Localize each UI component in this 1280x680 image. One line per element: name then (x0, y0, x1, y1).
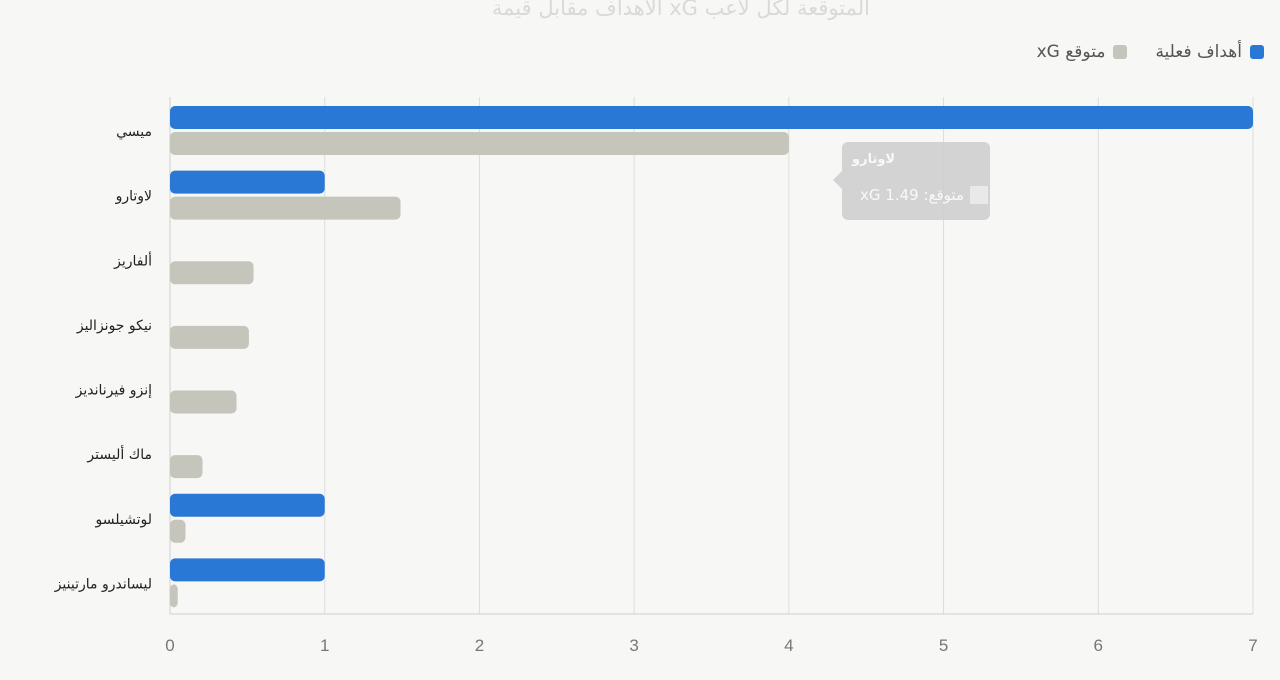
bar-xg-0 (170, 132, 789, 155)
x-tick-label-1: 1 (320, 636, 329, 655)
chart-title: الأهداف مقابل قيمة xG المتوقعة لكل لاعب (491, 0, 870, 20)
legend-swatch-actual (1250, 45, 1264, 59)
x-tick-label-4: 4 (784, 636, 793, 655)
y-category-label: ماك أليستر (86, 445, 152, 463)
legend-swatch-xg (1113, 45, 1128, 59)
y-category-label: ميسي (116, 124, 152, 140)
legend-label-xg: xG متوقع (1036, 42, 1106, 62)
chart-tooltip: لاوتارو xG متوقع: 1.49 (833, 142, 990, 220)
x-tick-label-2: 2 (475, 636, 484, 655)
legend-label-actual: أهداف فعلية (1155, 42, 1242, 62)
bar-actual-1 (170, 170, 325, 194)
bar-xg-6 (170, 519, 186, 543)
chart-legend: أهداف فعلية xG متوقع (1009, 42, 1264, 62)
bar-xg-3 (170, 325, 249, 349)
bar-actual-7 (170, 558, 325, 582)
bar-xg-2 (170, 261, 254, 285)
bar-actual-0 (170, 106, 1253, 129)
y-category-label: نيكو جونزاليز (76, 318, 152, 334)
tooltip-swatch (970, 186, 988, 204)
bar-xg-7 (170, 584, 178, 608)
bar-xg-1 (170, 196, 401, 220)
x-tick-label-7: 7 (1248, 636, 1257, 655)
legend-item-expected-xg[interactable]: xG متوقع (1037, 42, 1128, 62)
bar-actual-6 (170, 493, 325, 517)
y-category-label: إنزو فيرنانديز (75, 383, 153, 399)
y-category-label: ألفاريز (113, 251, 152, 269)
x-tick-label-6: 6 (1094, 636, 1103, 655)
legend-item-actual-goals[interactable]: أهداف فعلية (1155, 42, 1264, 62)
bar-xg-4 (170, 390, 237, 414)
bar-xg-5 (170, 455, 203, 479)
y-category-label: لوتشيلسو (95, 512, 152, 528)
tooltip-text: xG متوقع: 1.49 (860, 186, 964, 204)
y-category-label: ليساندرو مارتينيز (54, 576, 152, 592)
tooltip-row: xG متوقع: 1.49 (860, 186, 988, 204)
tooltip-title: لاوتارو (852, 152, 896, 167)
x-tick-label-0: 0 (165, 636, 174, 655)
x-tick-label-5: 5 (939, 636, 948, 655)
y-category-label: لاوتارو (115, 189, 152, 205)
x-tick-label-3: 3 (629, 636, 638, 655)
